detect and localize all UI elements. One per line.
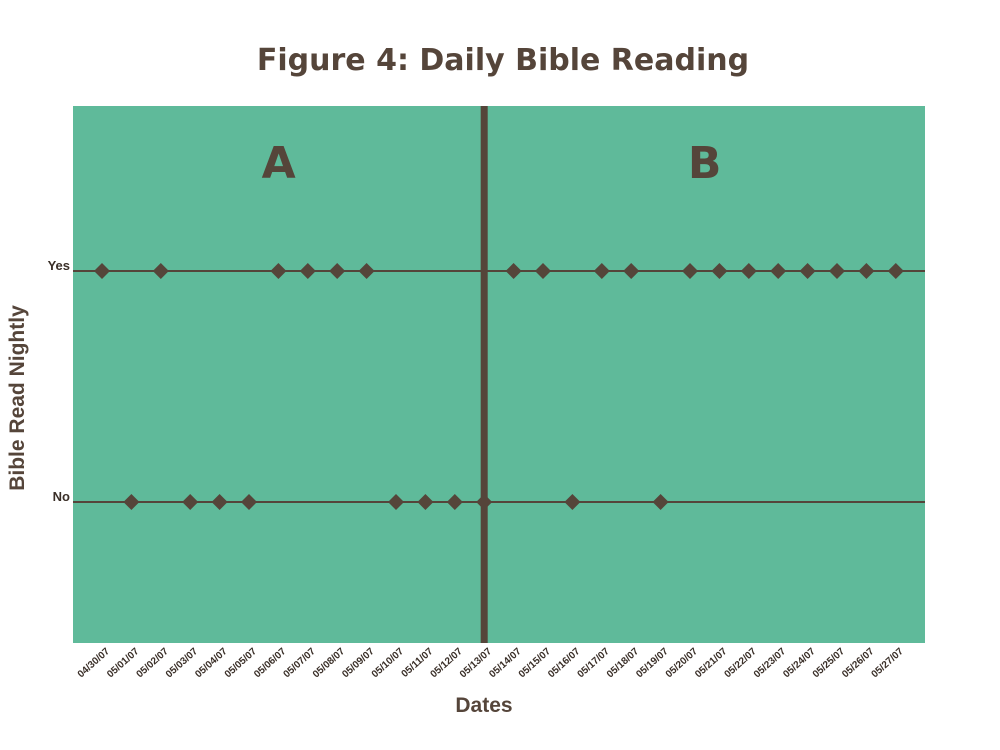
data-point-diamond bbox=[711, 263, 728, 279]
data-point-diamond bbox=[358, 263, 375, 279]
data-point-diamond bbox=[94, 263, 110, 279]
data-point-diamond bbox=[652, 494, 669, 510]
data-point-diamond bbox=[535, 263, 551, 279]
data-point-diamond bbox=[388, 494, 404, 510]
data-point-diamond bbox=[740, 263, 757, 279]
data-point-diamond bbox=[505, 263, 522, 279]
data-point-diamond bbox=[182, 494, 199, 510]
data-point-diamond bbox=[211, 494, 228, 510]
data-point-diamond bbox=[270, 263, 287, 279]
data-point-diamond bbox=[564, 494, 581, 510]
phase-label-a: A bbox=[262, 138, 296, 189]
data-point-diamond bbox=[770, 263, 787, 279]
data-point-diamond bbox=[858, 263, 875, 279]
data-point-diamond bbox=[241, 494, 257, 510]
x-tick-label: 05/10/07 bbox=[370, 646, 407, 681]
data-point-diamond bbox=[623, 263, 640, 279]
chart-title: Figure 4: Daily Bible Reading bbox=[257, 43, 749, 78]
data-point-diamond bbox=[476, 494, 493, 510]
data-point-diamond bbox=[887, 263, 904, 279]
data-point-diamond bbox=[593, 263, 610, 279]
phase-label-b: B bbox=[688, 138, 722, 189]
y-tick-label-no: No bbox=[53, 489, 70, 504]
y-axis-label: Bible Read Nightly bbox=[6, 305, 29, 491]
data-point-diamond bbox=[799, 263, 816, 279]
data-point-diamond bbox=[299, 263, 316, 279]
data-point-diamond bbox=[446, 494, 463, 510]
data-point-diamond bbox=[417, 494, 434, 510]
y-tick-label-yes: Yes bbox=[48, 258, 70, 273]
plot-background bbox=[73, 106, 925, 643]
x-axis-label: Dates bbox=[455, 694, 512, 717]
data-point-diamond bbox=[152, 263, 169, 279]
x-tick-label: 05/27/07 bbox=[870, 646, 907, 681]
data-point-diamond bbox=[329, 263, 346, 279]
data-point-diamond bbox=[829, 263, 845, 279]
data-point-diamond bbox=[682, 263, 698, 279]
data-point-diamond bbox=[123, 494, 140, 510]
